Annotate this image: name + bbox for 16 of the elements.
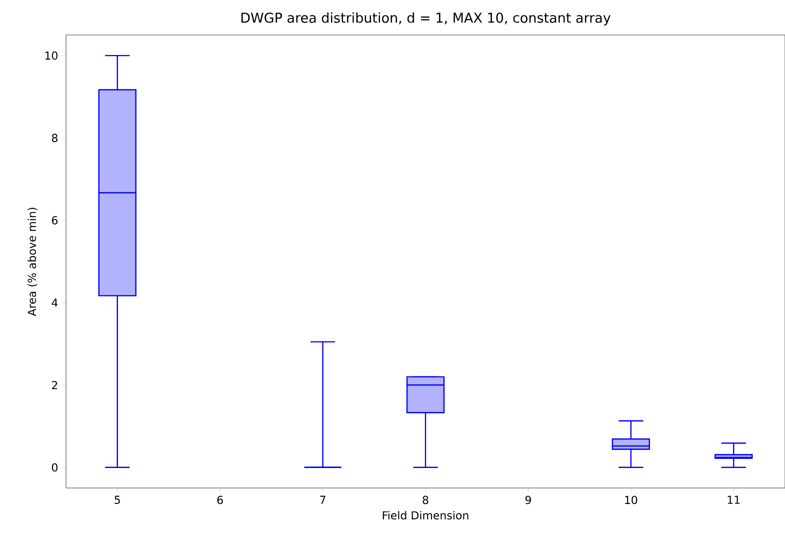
y-tick-label: 10 (45, 51, 58, 60)
x-tick-label: 6 (217, 496, 223, 504)
y-tick-label: 8 (52, 134, 58, 142)
x-tick-label: 9 (525, 496, 531, 504)
y-axis-title: Area (% above min) (28, 208, 38, 316)
chart-title: DWGP area distribution, d = 1, MAX 10, constant array (241, 12, 611, 26)
x-tick-label: 5 (114, 496, 120, 504)
y-tick-label: 6 (52, 216, 58, 224)
x-tick-label: 10 (625, 496, 638, 504)
y-tick-label: 4 (52, 298, 58, 307)
y-tick-label: 0 (52, 463, 58, 472)
x-tick-label: 8 (422, 496, 428, 504)
x-tick-label: 11 (728, 496, 740, 504)
x-tick-label: 7 (320, 496, 326, 504)
y-tick-label: 2 (52, 380, 58, 390)
x-axis-title: Field Dimension (382, 510, 468, 520)
